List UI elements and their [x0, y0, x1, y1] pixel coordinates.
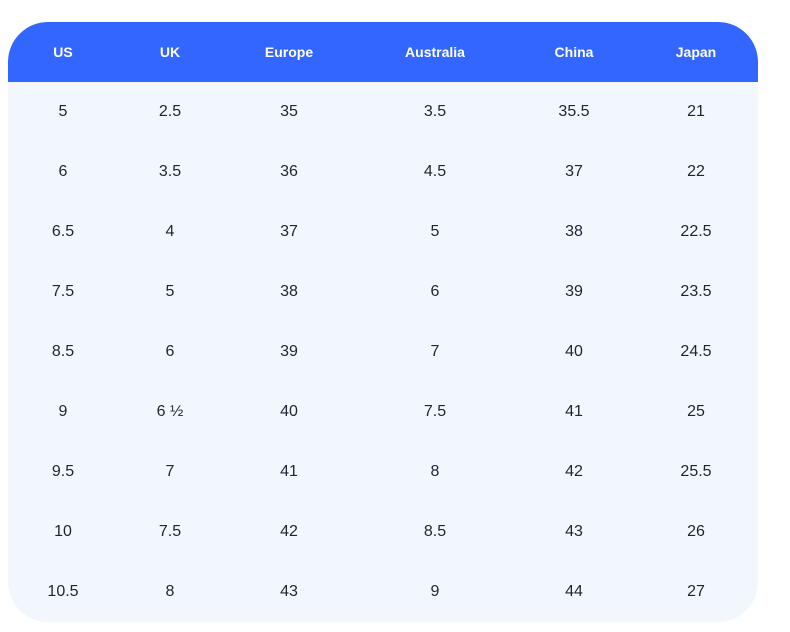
table-cell: 6 ½ — [156, 403, 184, 420]
table-cell: 22.5 — [680, 223, 712, 240]
table-cell: 3.5 — [158, 163, 182, 180]
size-table: US UK Europe Australia China Japan 5 2.5 35 3.5 3… — [8, 22, 758, 622]
table-cell: 38 — [280, 283, 298, 300]
table-header: US UK Europe Australia China Japan — [8, 22, 758, 82]
table-cell: 37 — [565, 163, 583, 180]
header-cell: UK — [159, 44, 181, 60]
table-cell: 10.5 — [47, 583, 79, 600]
table-cell: 8.5 — [423, 523, 447, 540]
table-cell: 38 — [565, 223, 583, 240]
table-cell: 23.5 — [680, 283, 712, 300]
header-cell: China — [554, 44, 594, 60]
table-cell: 39 — [280, 343, 298, 360]
table-cell: 25 — [687, 403, 705, 420]
table-cell: 5 — [58, 103, 68, 120]
table-cell: 25.5 — [680, 463, 712, 480]
table-cell: 24.5 — [680, 343, 712, 360]
table-cell: 21 — [687, 103, 705, 120]
table-cell: 43 — [280, 583, 298, 600]
table-cell: 36 — [280, 163, 298, 180]
table-cell: 26 — [687, 523, 705, 540]
table-cell: 9 — [430, 583, 440, 600]
table-cell: 8.5 — [51, 343, 75, 360]
table-cell: 7.5 — [51, 283, 75, 300]
header-cell: Japan — [675, 44, 717, 60]
table-cell: 42 — [565, 463, 583, 480]
table-cell: 40 — [565, 343, 583, 360]
table-cell: 6.5 — [51, 223, 75, 240]
table-cell: 4 — [165, 223, 175, 240]
table-cell: 39 — [565, 283, 583, 300]
table-cell: 7 — [430, 343, 440, 360]
table-cell: 4.5 — [423, 163, 447, 180]
table-cell: 2.5 — [158, 103, 182, 120]
table-cell: 7.5 — [423, 403, 447, 420]
table-cell: 7.5 — [158, 523, 182, 540]
table-cell: 5 — [430, 223, 440, 240]
table-cell: 41 — [565, 403, 583, 420]
table-cell: 22 — [687, 163, 705, 180]
table-cell: 6 — [58, 163, 68, 180]
table-cell: 42 — [280, 523, 298, 540]
table-cell: 9 — [58, 403, 68, 420]
table-cell: 8 — [430, 463, 440, 480]
table-cell: 6 — [430, 283, 440, 300]
table-cell: 6 — [165, 343, 175, 360]
table-cell: 5 — [165, 283, 175, 300]
table-cell: 35 — [280, 103, 298, 120]
table-cell: 35.5 — [558, 103, 590, 120]
header-cell: US — [53, 44, 73, 60]
table-cell: 40 — [280, 403, 298, 420]
table-cell: 41 — [280, 463, 298, 480]
table-cell: 7 — [165, 463, 175, 480]
header-cell: Europe — [264, 44, 314, 60]
table-cell: 27 — [687, 583, 705, 600]
table-cell: 43 — [565, 523, 583, 540]
table-cell: 10 — [54, 523, 72, 540]
header-cell: Australia — [405, 44, 465, 60]
table-cell: 37 — [280, 223, 298, 240]
table-cell: 44 — [565, 583, 583, 600]
table-cell: 9.5 — [51, 463, 75, 480]
table-cell: 8 — [165, 583, 175, 600]
table-cell: 3.5 — [423, 103, 447, 120]
